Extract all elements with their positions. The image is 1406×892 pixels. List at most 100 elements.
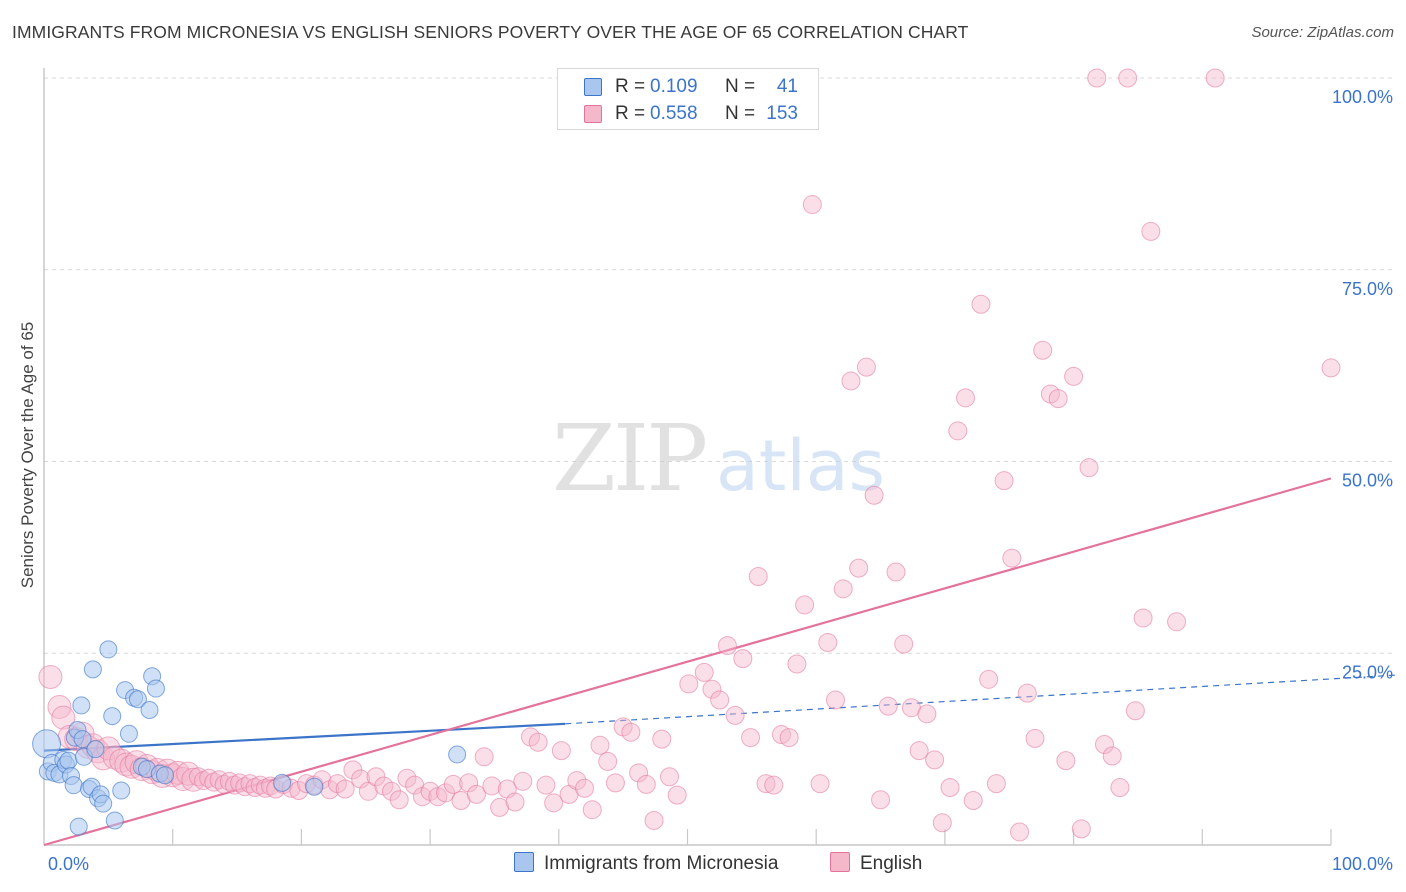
english-point [667, 785, 687, 805]
micronesia-point [146, 679, 165, 698]
english-point [235, 777, 255, 797]
english-point [802, 195, 822, 215]
bottom-legend-micronesia: Immigrants from Micronesia [514, 852, 778, 875]
legend-r-value: 0.109 [650, 76, 698, 97]
english-point [725, 705, 745, 725]
english-point [459, 773, 479, 793]
micronesia-point [72, 696, 91, 715]
english-point [826, 690, 846, 710]
english-point [1205, 68, 1225, 88]
english-point [1125, 701, 1145, 721]
english-point [864, 485, 884, 505]
english-point [948, 421, 968, 441]
english-point [1079, 458, 1099, 478]
micronesia-points [32, 640, 467, 836]
micronesia-point [59, 751, 78, 770]
legend-swatch-pink [584, 105, 602, 123]
english-point [886, 562, 906, 582]
stats-legend: R = 0.109 N = 41 R = 0.558 N = 153 [557, 68, 819, 130]
micronesia-point [305, 777, 324, 796]
english-point [841, 371, 861, 391]
legend-row-micronesia: R = 0.109 N = 41 [558, 74, 818, 100]
legend-r-value: 0.558 [650, 103, 698, 124]
english-point [925, 750, 945, 770]
english-point [1064, 366, 1084, 386]
english-point [598, 751, 618, 771]
english-point [810, 774, 830, 794]
english-point [482, 776, 502, 796]
english-point [986, 774, 1006, 794]
english-point [1141, 221, 1161, 241]
english-point [971, 294, 991, 314]
english-point [644, 810, 664, 830]
legend-row-english: R = 0.558 N = 153 [558, 101, 818, 127]
english-point [849, 558, 869, 578]
legend-n-label: N = [725, 76, 756, 97]
english-point [629, 763, 649, 783]
micronesia-point [103, 707, 122, 726]
english-point [795, 595, 815, 615]
english-point [1102, 746, 1122, 766]
english-point [779, 728, 799, 748]
english-point [694, 662, 714, 682]
english-point [1056, 751, 1076, 771]
english-point [544, 793, 564, 813]
english-point [1033, 340, 1053, 360]
micronesia-trendline-extension [565, 674, 1397, 725]
chart-source: Source: ZipAtlas.com [1251, 24, 1394, 41]
micronesia-point [73, 730, 92, 749]
english-point [590, 735, 610, 755]
axis-labels: 25.0% 50.0% 75.0% 100.0% 0.0% 100.0% [48, 87, 1393, 874]
english-point [764, 775, 784, 795]
bottom-legend-english: English [830, 852, 922, 875]
micronesia-point [128, 690, 147, 709]
english-point [1002, 548, 1022, 568]
bottom-legend-swatch-pink [830, 852, 850, 872]
bottom-legend-label: English [860, 853, 923, 874]
svg-text:ZIP: ZIP [552, 405, 705, 512]
english-point [748, 567, 768, 587]
english-point [1094, 735, 1114, 755]
legend-n-value: 153 [766, 103, 798, 124]
english-point [1071, 819, 1091, 839]
english-point [979, 669, 999, 689]
english-point [38, 665, 63, 690]
english-point [224, 775, 244, 795]
english-point [833, 579, 853, 599]
bottom-legend-swatch-blue [514, 852, 534, 872]
english-point [245, 777, 265, 797]
micronesia-trendline [43, 722, 566, 752]
micronesia-point [99, 640, 118, 659]
english-point [1017, 683, 1037, 703]
english-point [771, 725, 791, 745]
english-point [702, 679, 722, 699]
english-point [551, 741, 571, 761]
english-point [51, 705, 76, 730]
english-point [443, 774, 463, 794]
y-axis-title: Seniors Poverty Over the Age of 65 [18, 321, 37, 589]
x-tick-label: 0.0% [48, 854, 89, 874]
english-point [575, 778, 595, 798]
english-point [679, 674, 699, 694]
english-point [994, 471, 1014, 491]
english-point [710, 690, 730, 710]
english-point [894, 634, 914, 654]
english-point [536, 775, 556, 795]
english-point [490, 797, 510, 817]
english-point [528, 732, 548, 752]
english-point [250, 775, 270, 795]
english-point [621, 722, 641, 742]
english-point [917, 704, 937, 724]
english-point [1133, 608, 1153, 628]
micronesia-point [119, 724, 138, 743]
english-point [230, 773, 250, 793]
english-point [940, 777, 960, 797]
micronesia-point [32, 729, 62, 759]
watermark: ZIP atlas [552, 405, 885, 512]
english-point [513, 771, 533, 791]
english-point [1167, 612, 1187, 632]
english-point [636, 774, 656, 794]
english-point [659, 767, 679, 787]
english-point [214, 774, 234, 794]
